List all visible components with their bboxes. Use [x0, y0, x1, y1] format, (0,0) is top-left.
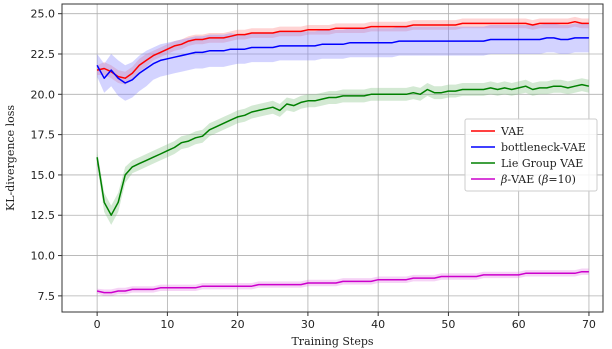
line-bottleneck-vae: [96, 37, 589, 84]
y-tick-label: 22.5: [31, 48, 56, 61]
band-bottleneck-vae: [97, 23, 589, 101]
band-vae: [97, 16, 589, 85]
y-axis-label: KL-divergence loss: [4, 105, 17, 211]
x-tick-label: 50: [441, 318, 455, 331]
y-tick-label: 7.5: [38, 290, 56, 303]
legend-label-vae: VAE: [500, 125, 524, 138]
legend-box: [464, 118, 598, 192]
legend: VAE bottleneck-VAE Lie Group VAE β-VAE (β=1…: [464, 118, 598, 192]
legend-label-bottleneck-vae: bottleneck-VAE: [501, 141, 586, 154]
x-tick-label: 30: [301, 318, 315, 331]
legend-label-lie-group-vae: Lie Group VAE: [501, 157, 583, 170]
x-tick-label: 60: [512, 318, 526, 331]
y-tick-label: 17.5: [31, 129, 56, 142]
band-vae-10: [97, 268, 589, 296]
line-vae: [96, 20, 589, 79]
band-lie-group-vae: [97, 78, 589, 225]
y-tick-label: 25.0: [31, 8, 56, 21]
y-tick-label: 15.0: [31, 169, 56, 182]
x-tick-label: 40: [371, 318, 385, 331]
axis-ticks: 0 10 20 30 40 50 60 70 7.5 10.0 12.5 15.0 17.5 20.0 22…: [31, 8, 596, 331]
series-lines: [96, 20, 590, 294]
confidence-bands: [97, 16, 589, 296]
x-tick-label: 10: [160, 318, 174, 331]
line-vae-10: [96, 270, 589, 294]
y-tick-label: 20.0: [31, 88, 56, 101]
x-tick-label: 70: [582, 318, 596, 331]
line-lie-group-vae: [96, 83, 590, 216]
x-tick-label: 20: [231, 318, 245, 331]
y-tick-label: 12.5: [31, 209, 56, 222]
x-tick-label: 0: [94, 318, 101, 331]
x-axis-label: Training Steps: [291, 335, 373, 348]
plot-frame: [61, 3, 604, 313]
legend-label-vae-10: β-VAE (β=10): [500, 173, 576, 186]
y-tick-label: 10.0: [31, 250, 56, 263]
